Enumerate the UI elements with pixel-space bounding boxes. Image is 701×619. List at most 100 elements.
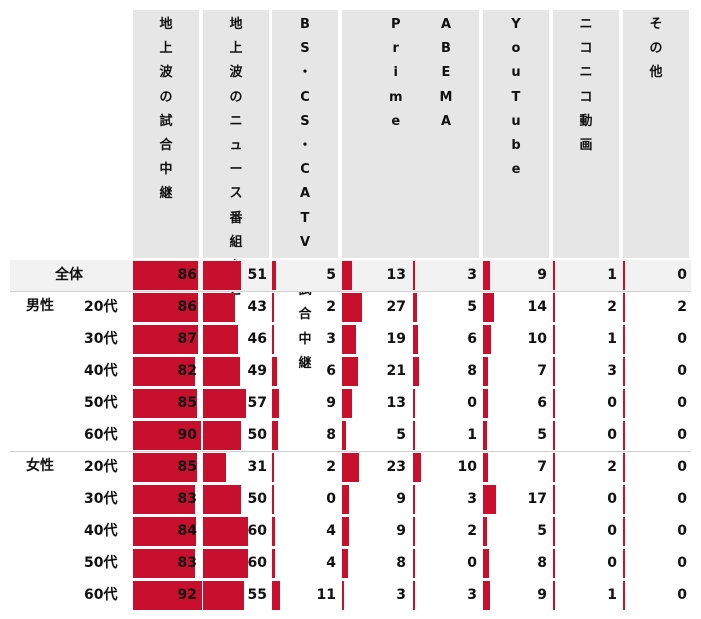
value-bar <box>413 389 415 418</box>
value-label: 1 <box>607 331 617 347</box>
value-bar <box>342 549 348 578</box>
value-label: 4 <box>326 523 336 539</box>
value-bar <box>413 549 415 578</box>
value-bar <box>483 261 490 290</box>
value-bar <box>483 421 487 450</box>
value-label: 86 <box>177 299 197 315</box>
value-label: 3 <box>396 587 406 603</box>
value-bar <box>342 389 352 418</box>
value-bar <box>623 549 625 578</box>
value-label: 1 <box>607 267 617 283</box>
value-bar <box>133 389 197 418</box>
value-label: 6 <box>467 331 477 347</box>
value-label: 2 <box>467 523 477 539</box>
value-bar <box>272 549 275 578</box>
value-label: 17 <box>527 491 547 507</box>
value-label: 2 <box>326 299 336 315</box>
value-label: 4 <box>326 555 336 571</box>
row-label: 20代 <box>84 299 118 315</box>
value-label: 9 <box>537 587 547 603</box>
value-bar <box>413 453 421 482</box>
value-label: 83 <box>177 491 197 507</box>
value-bar <box>272 357 277 386</box>
value-label: 0 <box>467 555 477 571</box>
value-bar <box>203 421 241 450</box>
column-header-label: その他 <box>649 17 663 81</box>
value-bar <box>483 549 489 578</box>
value-bar <box>133 581 202 610</box>
value-bar <box>623 581 625 610</box>
value-bar <box>483 389 488 418</box>
value-label: 31 <box>247 459 267 475</box>
value-bar <box>413 581 416 610</box>
row-label: 20代 <box>84 459 118 475</box>
value-label: 8 <box>467 363 477 379</box>
row-label: 50代 <box>84 555 118 571</box>
value-bar <box>203 485 241 514</box>
value-label: 2 <box>677 299 687 315</box>
value-label: 3 <box>467 267 477 283</box>
value-bar <box>483 293 494 322</box>
value-bar <box>272 581 281 610</box>
value-bar <box>203 261 242 290</box>
value-bar <box>203 357 240 386</box>
value-label: 6 <box>537 395 547 411</box>
column-header-7: ニコニコ動画 <box>553 10 619 258</box>
value-label: 60 <box>247 555 267 571</box>
value-label: 0 <box>607 395 617 411</box>
row-separator <box>10 291 691 292</box>
value-bar <box>342 421 346 450</box>
value-bar <box>623 421 625 450</box>
value-label: 5 <box>396 427 406 443</box>
value-bar <box>483 357 489 386</box>
group-label: 男性 <box>26 298 54 314</box>
value-label: 3 <box>467 587 477 603</box>
value-label: 86 <box>177 267 197 283</box>
value-label: 2 <box>607 459 617 475</box>
value-bar <box>623 293 625 322</box>
value-bar <box>133 293 198 322</box>
value-bar <box>342 517 349 546</box>
column-header-label: ニコニコ動画 <box>579 17 593 154</box>
value-bar <box>133 261 198 290</box>
value-label: 19 <box>386 331 406 347</box>
value-label: 14 <box>527 299 547 315</box>
value-bar <box>272 261 276 290</box>
value-bar <box>272 389 279 418</box>
value-label: 6 <box>326 363 336 379</box>
value-label: 83 <box>177 555 197 571</box>
value-label: 3 <box>326 331 336 347</box>
row-label: 40代 <box>84 363 118 379</box>
group-label: 女性 <box>26 458 54 474</box>
value-label: 85 <box>177 395 197 411</box>
value-bar <box>342 357 358 386</box>
value-bar <box>342 581 345 610</box>
value-label: 5 <box>537 427 547 443</box>
value-label: 0 <box>467 395 477 411</box>
value-label: 1 <box>467 427 477 443</box>
value-bar <box>553 581 555 610</box>
value-bar <box>553 325 555 354</box>
value-label: 0 <box>677 459 687 475</box>
value-label: 85 <box>177 459 197 475</box>
value-bar <box>133 453 197 482</box>
value-label: 50 <box>247 491 267 507</box>
value-bar <box>203 517 248 546</box>
value-bar <box>483 485 496 514</box>
value-bar <box>342 453 360 482</box>
value-label: 92 <box>177 587 197 603</box>
value-label: 57 <box>247 395 267 411</box>
value-label: 27 <box>386 299 406 315</box>
value-bar <box>272 485 274 514</box>
row-label: 30代 <box>84 491 118 507</box>
value-label: 0 <box>677 363 687 379</box>
value-bar <box>203 549 248 578</box>
value-bar <box>413 293 417 322</box>
value-label: 46 <box>247 331 267 347</box>
value-bar <box>272 293 274 322</box>
value-bar <box>553 421 555 450</box>
value-label: 5 <box>326 267 336 283</box>
row-label: 30代 <box>84 331 118 347</box>
value-bar <box>553 549 555 578</box>
